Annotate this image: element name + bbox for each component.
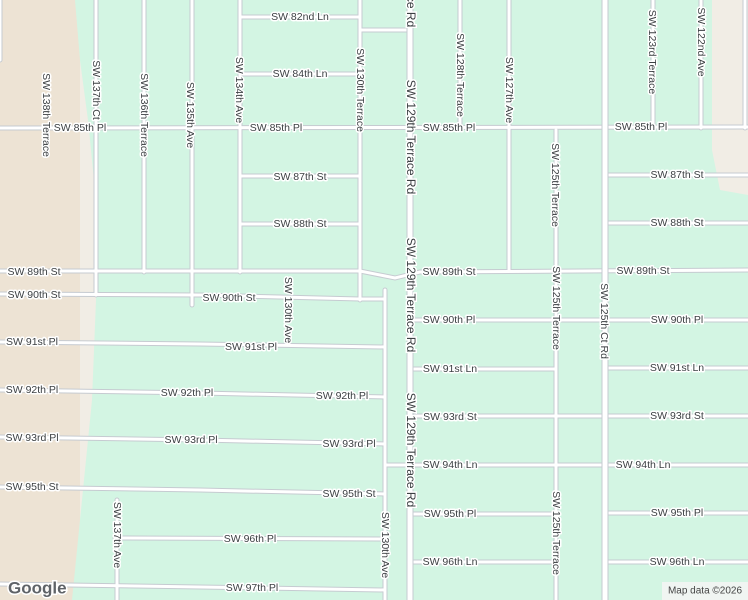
street-label: SW 93rd St (650, 410, 704, 422)
road (0, 340, 387, 349)
street-label: SW 93rd Pl (5, 432, 58, 444)
road (0, 388, 387, 399)
street-label: SW 91st Ln (423, 363, 477, 375)
street-label: SW 85th Pl (615, 121, 668, 133)
street-label: SW 85th Pl (423, 122, 476, 134)
street-label: SW 89th St (616, 265, 669, 277)
street-label: SW 96th Pl (224, 533, 277, 545)
street-label: SW 125th Ct Rd (598, 283, 610, 359)
street-label: SW 91st Pl (6, 336, 58, 348)
street-label: SW 122nd Ave (695, 7, 707, 76)
street-label: SW 127th Ave (503, 57, 515, 124)
street-label: SW 129th Terrace Rd (404, 238, 418, 353)
street-label: SW 85th Pl (250, 122, 303, 134)
street-label: SW 94th Ln (616, 459, 671, 471)
street-label: SW 90th Pl (423, 314, 476, 326)
street-label: SW 92th Pl (161, 387, 214, 399)
street-label: SW 93rd Pl (322, 438, 375, 450)
street-label: SW 88th St (650, 217, 703, 229)
street-label: SW 130th Terrace (354, 48, 366, 132)
street-label: SW 82nd Ln (271, 11, 329, 23)
street-label: SW 129th Terrace Rd (404, 80, 418, 195)
road (113, 536, 387, 541)
street-label: SW 125th Terrace (550, 266, 562, 350)
street-labels: SW 82nd Ln SW 84th Ln SW 85th Pl SW 85th Pl… (4, 0, 709, 595)
street-label: SW 91st Ln (650, 362, 704, 374)
street-label: SW 90th Pl (651, 314, 704, 326)
street-label: SW 130th Ave (282, 277, 294, 344)
street-label: SW 90th St (7, 289, 60, 301)
road (0, 485, 387, 496)
street-label: SW 129th Terrace Rd (404, 0, 418, 27)
street-label: SW 91st Pl (225, 341, 277, 353)
land-tan (0, 0, 80, 600)
street-label: SW 89th St (422, 266, 475, 278)
street-label: SW 94th Ln (423, 459, 478, 471)
street-label: SW 96th Ln (423, 556, 478, 568)
street-label: SW 95th St (5, 481, 58, 493)
street-label: SW 125th Terrace (550, 491, 562, 575)
street-label: SW 130th Ave (379, 512, 391, 579)
street-label: SW 136th Terrace (138, 73, 150, 157)
street-label: SW 87th St (650, 169, 703, 181)
street-label: SW 92th Pl (316, 390, 369, 402)
street-label: SW 90th St (202, 292, 255, 304)
google-logo: Google (8, 578, 67, 597)
street-label: SW 134th Ave (233, 57, 245, 124)
street-label: SW 125th Terrace (549, 143, 561, 227)
street-label: SW 135th Ave (184, 82, 196, 149)
street-label: SW 88th St (273, 218, 326, 230)
street-label: SW 137th Ct (90, 60, 102, 120)
street-label: SW 137th Ave (111, 502, 123, 569)
street-label: SW 95th St (322, 488, 375, 500)
street-label: SW 96th Ln (650, 556, 705, 568)
street-label: SW 84th Ln (273, 68, 328, 80)
road (0, 582, 387, 592)
street-label: SW 85th Pl (54, 122, 107, 134)
street-label: SW 128th Terrace (454, 33, 466, 117)
street-label: SW 97th Pl (226, 582, 279, 594)
road (0, 435, 387, 446)
street-label: SW 93rd St (423, 411, 477, 423)
street-label: SW 93rd Pl (164, 434, 217, 446)
street-label: SW 123rd Terrace (646, 10, 658, 95)
street-label: SW 89th St (7, 266, 60, 278)
street-label: SW 95th Pl (424, 508, 477, 520)
street-label: SW 92th Pl (6, 384, 59, 396)
road (0, 125, 748, 130)
attribution: Map data ©2026 (668, 586, 743, 597)
street-label: SW 138th Terrace (40, 73, 52, 157)
street-label: SW 95th Pl (651, 507, 704, 519)
street-label: SW 129th Terrace Rd (404, 393, 418, 508)
attribution-bg (662, 582, 748, 600)
street-label: SW 87th St (273, 171, 326, 183)
road (0, 292, 387, 301)
